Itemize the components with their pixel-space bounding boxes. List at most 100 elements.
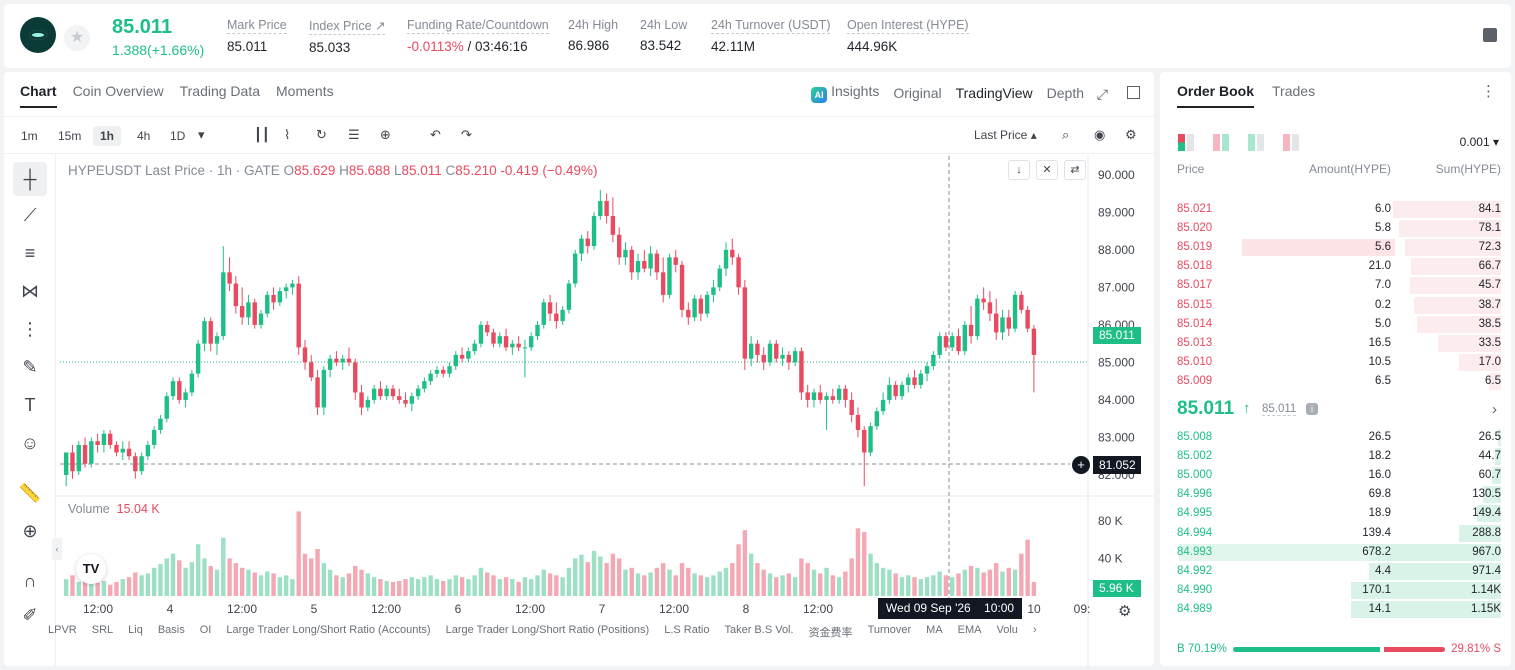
tab-order-book[interactable]: Order Book xyxy=(1177,83,1255,108)
timeframe-15m[interactable]: 15m xyxy=(58,129,82,143)
layout-bids-icon[interactable] xyxy=(1248,134,1265,151)
collapse-legend-icon[interactable]: ✕ xyxy=(1036,160,1058,180)
tab-moments[interactable]: Moments xyxy=(276,83,334,99)
pattern-tool-icon[interactable]: ⋈ xyxy=(21,281,39,301)
indicator-taker-vol[interactable]: Taker B.S Vol. xyxy=(724,624,794,636)
ask-row[interactable]: 85.013 16.5 33.5 xyxy=(1160,334,1511,353)
bid-row[interactable]: 84.990 170.1 1.14K xyxy=(1160,581,1511,600)
ask-row[interactable]: 85.020 5.8 78.1 xyxy=(1160,219,1511,238)
zoom-in-tool-icon[interactable]: ⊕ xyxy=(22,521,38,541)
timeframe-1h[interactable]: 1h xyxy=(93,126,122,146)
trendline-tool-icon[interactable]: ⟋ xyxy=(23,205,37,225)
tab-coin-overview[interactable]: Coin Overview xyxy=(72,83,164,99)
tab-chart[interactable]: Chart xyxy=(20,83,57,108)
mark-price-label[interactable]: Mark Price xyxy=(227,18,287,34)
indicator-oi[interactable]: OI xyxy=(199,624,212,636)
fib-tool-icon[interactable]: ≡ xyxy=(24,243,36,263)
emoji-tool-icon[interactable]: ☺ xyxy=(20,433,40,453)
indicator-ma[interactable]: MA xyxy=(926,624,943,636)
indicator-ls-positions[interactable]: Large Trader Long/Short Ratio (Positions… xyxy=(445,624,650,636)
bid-row[interactable]: 84.992 4.4 971.4 xyxy=(1160,562,1511,581)
candle-type-icon[interactable]: ┃┃ xyxy=(254,127,270,142)
price-type-select[interactable]: Last Price ▴ xyxy=(974,128,1037,142)
time-axis-tick: 7 xyxy=(599,602,606,616)
tradingview-logo-icon[interactable]: TV xyxy=(76,554,106,584)
more-menu-icon[interactable]: ⋮ xyxy=(1481,83,1496,100)
text-tool-icon[interactable]: T xyxy=(24,395,36,415)
window-mode-icon[interactable] xyxy=(1127,86,1140,99)
scroll-down-icon[interactable]: ↓ xyxy=(1008,160,1030,180)
indicator-basis[interactable]: Basis xyxy=(157,624,185,636)
fullscreen-icon[interactable]: ⤢ xyxy=(1096,86,1108,102)
timeframe-dropdown-icon[interactable]: ▾ xyxy=(198,127,205,142)
ask-row[interactable]: 85.014 5.0 38.5 xyxy=(1160,315,1511,334)
tab-original[interactable]: Original xyxy=(893,85,942,101)
indicator-ls-accounts[interactable]: Large Trader Long/Short Ratio (Accounts) xyxy=(226,624,431,636)
bid-row[interactable]: 85.008 26.5 26.5 xyxy=(1160,428,1511,447)
tab-trading-data[interactable]: Trading Data xyxy=(179,83,261,99)
turnover-label[interactable]: 24h Turnover (USDT) xyxy=(711,18,831,34)
indicator-ema[interactable]: EMA xyxy=(957,624,982,636)
refresh-icon[interactable]: ⇄ xyxy=(1064,160,1086,180)
timeframe-1d[interactable]: 1D xyxy=(170,129,186,143)
indicator-lpvr[interactable]: LPVR xyxy=(48,624,77,636)
ask-row[interactable]: 85.018 21.0 66.7 xyxy=(1160,257,1511,276)
indicators-icon[interactable]: ⌇ xyxy=(284,127,291,142)
collapse-toolbar-icon[interactable]: ‹ xyxy=(52,538,62,560)
redo-icon[interactable]: ↷ xyxy=(461,127,472,142)
tab-depth[interactable]: Depth xyxy=(1046,85,1084,101)
settings-gear-icon[interactable]: ⚙ xyxy=(1125,127,1137,142)
index-price-label[interactable]: Index Price ↗ xyxy=(309,19,386,35)
magnet-tool-icon[interactable]: ∩ xyxy=(23,571,37,591)
bid-row[interactable]: 84.993 678.2 967.0 xyxy=(1160,543,1511,562)
funding-rate-label[interactable]: Funding Rate/Countdown xyxy=(407,18,549,34)
bid-row[interactable]: 84.994 139.4 288.8 xyxy=(1160,524,1511,543)
timeframe-1m[interactable]: 1m xyxy=(21,129,38,143)
ask-row[interactable]: 85.019 5.6 72.3 xyxy=(1160,238,1511,257)
bid-row[interactable]: 84.995 18.9 149.4 xyxy=(1160,504,1511,523)
crosshair-tool-icon[interactable]: ┼ xyxy=(13,162,47,196)
projection-tool-icon[interactable]: ⋮ xyxy=(21,319,39,339)
indicator-volume[interactable]: Volu xyxy=(996,624,1018,636)
bid-row[interactable]: 85.002 18.2 44.7 xyxy=(1160,447,1511,466)
bid-row[interactable]: 84.996 69.8 130.5 xyxy=(1160,485,1511,504)
indicator-ls-ratio[interactable]: L.S Ratio xyxy=(664,624,710,636)
bid-row[interactable]: 84.989 14.1 1.15K xyxy=(1160,600,1511,619)
indicator-scroll-right-icon[interactable]: › xyxy=(1032,624,1037,636)
guide-book-icon[interactable] xyxy=(1483,28,1497,42)
candlestick-chart[interactable]: 90.00089.00088.00087.00086.00085.00084.0… xyxy=(4,72,1154,666)
ruler-tool-icon[interactable]: 📏 xyxy=(18,483,42,503)
bid-row[interactable]: 85.000 16.0 60.7 xyxy=(1160,466,1511,485)
search-icon[interactable]: ⌕ xyxy=(1062,127,1070,142)
add-alert-icon[interactable]: + xyxy=(1072,456,1090,474)
chevron-right-icon[interactable]: › xyxy=(1492,401,1497,418)
add-indicator-icon[interactable]: ⊕ xyxy=(380,127,391,142)
replay-icon[interactable]: ↻ xyxy=(316,127,327,142)
favorite-star-icon[interactable]: ★ xyxy=(64,25,90,51)
camera-icon[interactable]: ◉ xyxy=(1094,127,1106,142)
tab-trades[interactable]: Trades xyxy=(1272,83,1316,99)
precision-select[interactable]: 0.001 ▾ xyxy=(1459,135,1499,149)
ask-row[interactable]: 85.009 6.5 6.5 xyxy=(1160,372,1511,391)
indicator-srl[interactable]: SRL xyxy=(91,624,114,636)
brush-tool-icon[interactable]: ✎ xyxy=(22,357,38,377)
templates-icon[interactable]: ☰ xyxy=(348,127,360,142)
indicator-liq[interactable]: Liq xyxy=(128,624,143,636)
tab-tradingview[interactable]: TradingView xyxy=(955,85,1033,101)
ask-row[interactable]: 85.017 7.0 45.7 xyxy=(1160,276,1511,295)
open-interest-label[interactable]: Open Interest (HYPE) xyxy=(847,18,969,34)
shield-icon[interactable]: i xyxy=(1306,403,1318,415)
layout-asks-icon[interactable] xyxy=(1283,134,1300,151)
tab-insights[interactable]: AI Insights xyxy=(811,83,879,103)
layout-both-icon[interactable] xyxy=(1178,134,1195,151)
layout-split-icon[interactable] xyxy=(1213,134,1230,151)
ask-row[interactable]: 85.021 6.0 84.1 xyxy=(1160,200,1511,219)
ask-row[interactable]: 85.015 0.2 38.7 xyxy=(1160,296,1511,315)
indicator-funding-rate[interactable]: 资金费率 xyxy=(808,627,853,639)
indicator-turnover[interactable]: Turnover xyxy=(867,624,912,636)
ask-row[interactable]: 85.010 10.5 17.0 xyxy=(1160,353,1511,372)
timeframe-4h[interactable]: 4h xyxy=(137,129,151,143)
axis-settings-icon[interactable]: ⚙ xyxy=(1118,603,1132,620)
undo-icon[interactable]: ↶ xyxy=(430,127,441,142)
pencil-lock-icon[interactable]: ✐ xyxy=(22,605,38,625)
